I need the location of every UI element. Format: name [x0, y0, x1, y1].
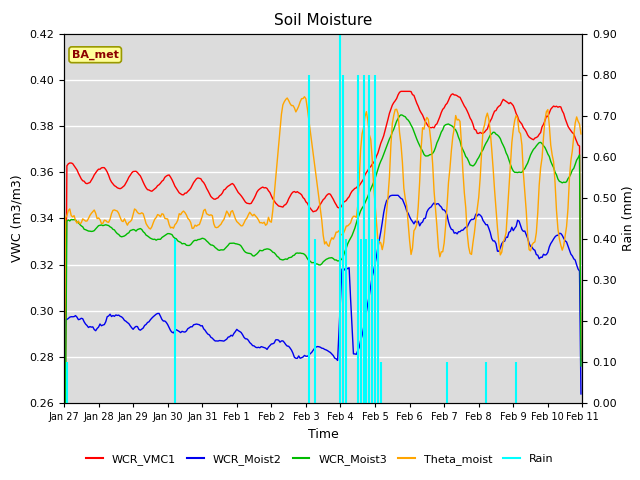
- Title: Soil Moisture: Soil Moisture: [274, 13, 372, 28]
- Y-axis label: Rain (mm): Rain (mm): [623, 186, 636, 251]
- Legend: WCR_VMC1, WCR_Moist2, WCR_Moist3, Theta_moist, Rain: WCR_VMC1, WCR_Moist2, WCR_Moist3, Theta_…: [82, 450, 558, 469]
- Text: BA_met: BA_met: [72, 49, 118, 60]
- X-axis label: Time: Time: [308, 428, 339, 441]
- Y-axis label: VWC (m3/m3): VWC (m3/m3): [11, 175, 24, 262]
